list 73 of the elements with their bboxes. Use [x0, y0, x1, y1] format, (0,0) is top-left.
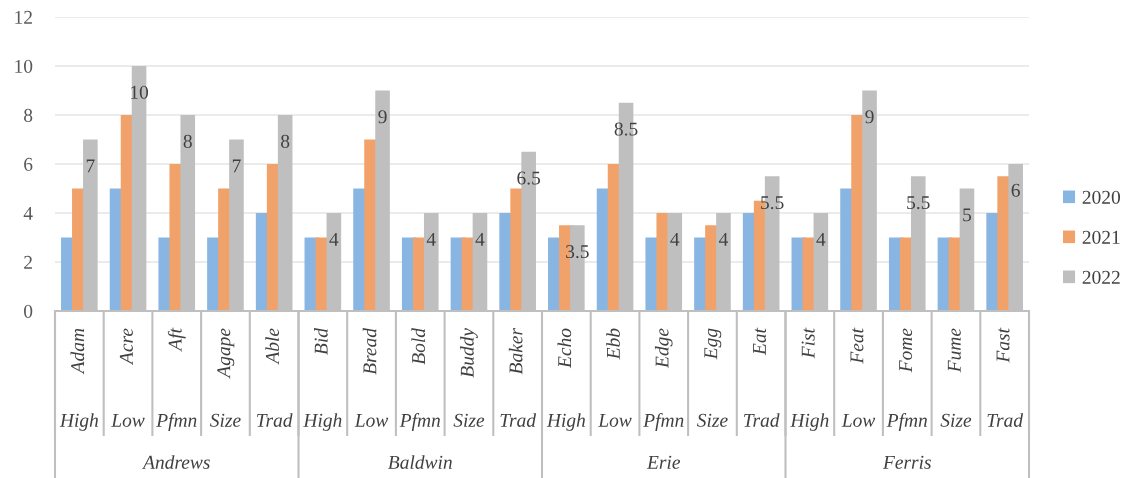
text: Pfmn [156, 413, 197, 431]
text: High [790, 413, 829, 431]
text: Trad [500, 413, 537, 427]
y-tick-label: 12 [15, 10, 32, 24]
x-tick-label: Egg [704, 328, 722, 360]
data-label: 4 [329, 232, 339, 246]
data-label: 4 [816, 232, 826, 246]
data-label: 4 [475, 232, 485, 246]
data-label: 5.5 [907, 196, 930, 210]
x-tick-label: Eat [753, 327, 767, 356]
data-label: 4 [670, 232, 680, 246]
data-label: 7 [86, 159, 95, 173]
y-tick-label: 4 [23, 206, 33, 220]
data-label: 8 [183, 134, 192, 148]
data-label: 4 [426, 232, 436, 246]
x-tick-label: Bid [314, 327, 328, 355]
text: Ferris [882, 455, 931, 469]
x-tick-label: Fist [801, 327, 815, 359]
x-tick-label: Buddy [460, 327, 478, 378]
y-tick-label: 10 [15, 59, 33, 73]
x-tick-label: Fume [947, 328, 961, 373]
data-label: 9 [865, 110, 874, 124]
data-label: 5 [963, 208, 972, 222]
x-tick-label: Fast [996, 327, 1010, 363]
text: Erie [646, 455, 681, 469]
y-tick-label: 2 [24, 255, 32, 269]
data-label: 4 [718, 232, 729, 246]
x-tick-label: Fome [899, 328, 913, 373]
legend-label: 2020 [1082, 190, 1121, 204]
y-tick-label: 6 [24, 157, 33, 171]
data-label: 10 [131, 85, 149, 99]
text: Pfmn [643, 413, 684, 431]
x-tick-label: Able [265, 328, 280, 365]
text: Low [598, 413, 632, 427]
x-tick-label: Edge [654, 328, 673, 369]
data-label: 9 [378, 110, 387, 124]
data-label: 6.5 [517, 171, 541, 185]
text: Pfmn [399, 413, 440, 431]
text: Size [697, 413, 728, 427]
x-tick-label: Aft [167, 327, 186, 352]
x-tick-label: Ebb [606, 328, 620, 360]
text: Trad [744, 413, 780, 427]
x-tick-label: Bread [362, 327, 377, 375]
data-label: 8.5 [614, 122, 638, 136]
text: High [303, 413, 342, 431]
x-tick-label: Bold [411, 327, 426, 365]
text: Low [841, 413, 876, 427]
text: Trad [987, 413, 1024, 427]
legend-label: 2022 [1082, 270, 1120, 284]
text: Size [940, 413, 972, 427]
text: Baldwin [388, 455, 452, 469]
text: High [546, 413, 585, 431]
x-tick-label: Feat [850, 327, 864, 364]
x-tick-label: Baker [508, 327, 523, 375]
y-tick-label: 8 [24, 108, 33, 122]
x-tick-label: Adam [70, 328, 85, 375]
data-label: 6 [1011, 183, 1020, 197]
text: Size [453, 413, 485, 427]
data-label: 8 [281, 134, 290, 148]
text: High [59, 413, 98, 431]
data-label: 5.5 [761, 196, 784, 210]
x-tick-label: Agape [217, 328, 235, 379]
x-tick-label: Acre [119, 328, 133, 366]
text: Low [111, 413, 145, 427]
text: Low [354, 413, 389, 427]
x-tick-label: Echo [557, 328, 572, 369]
legend-label: 2021 [1082, 230, 1120, 244]
text: Andrews [142, 455, 210, 469]
data-label: 7 [232, 159, 241, 173]
text: Pfmn [886, 413, 927, 431]
text: Trad [257, 413, 293, 427]
y-tick-label: 0 [24, 304, 33, 318]
text: Size [210, 413, 241, 427]
